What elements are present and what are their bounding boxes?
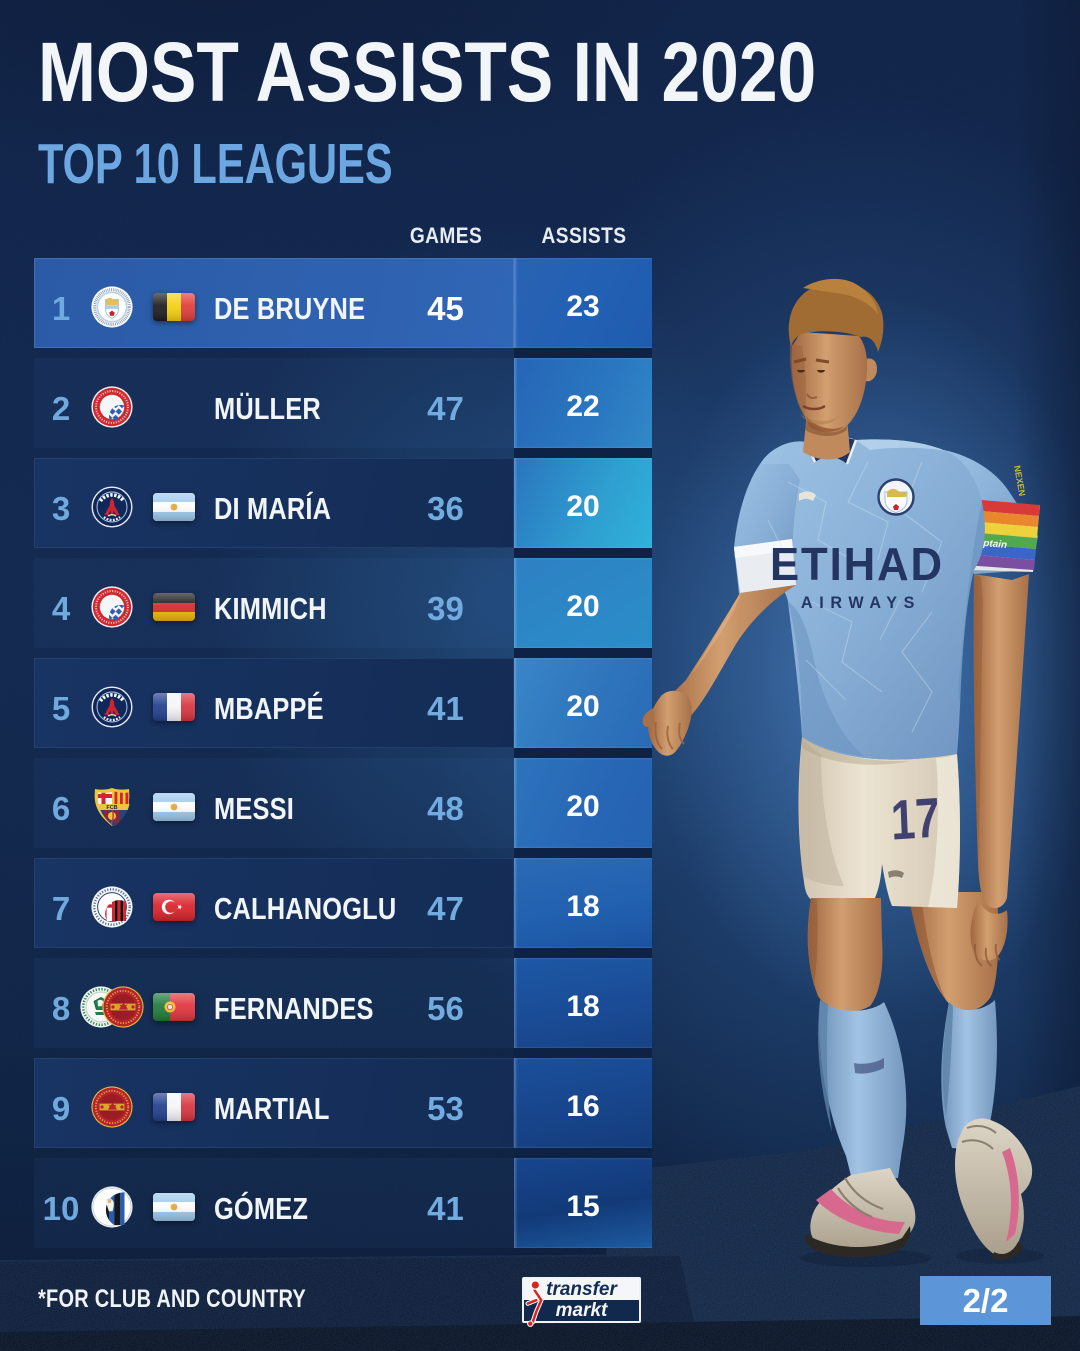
svg-text:ETIHAD: ETIHAD [770, 538, 944, 590]
svg-text:AIRWAYS: AIRWAYS [801, 593, 921, 612]
svg-text:NEXEN: NEXEN [1012, 465, 1027, 497]
svg-text:17: 17 [890, 786, 941, 852]
